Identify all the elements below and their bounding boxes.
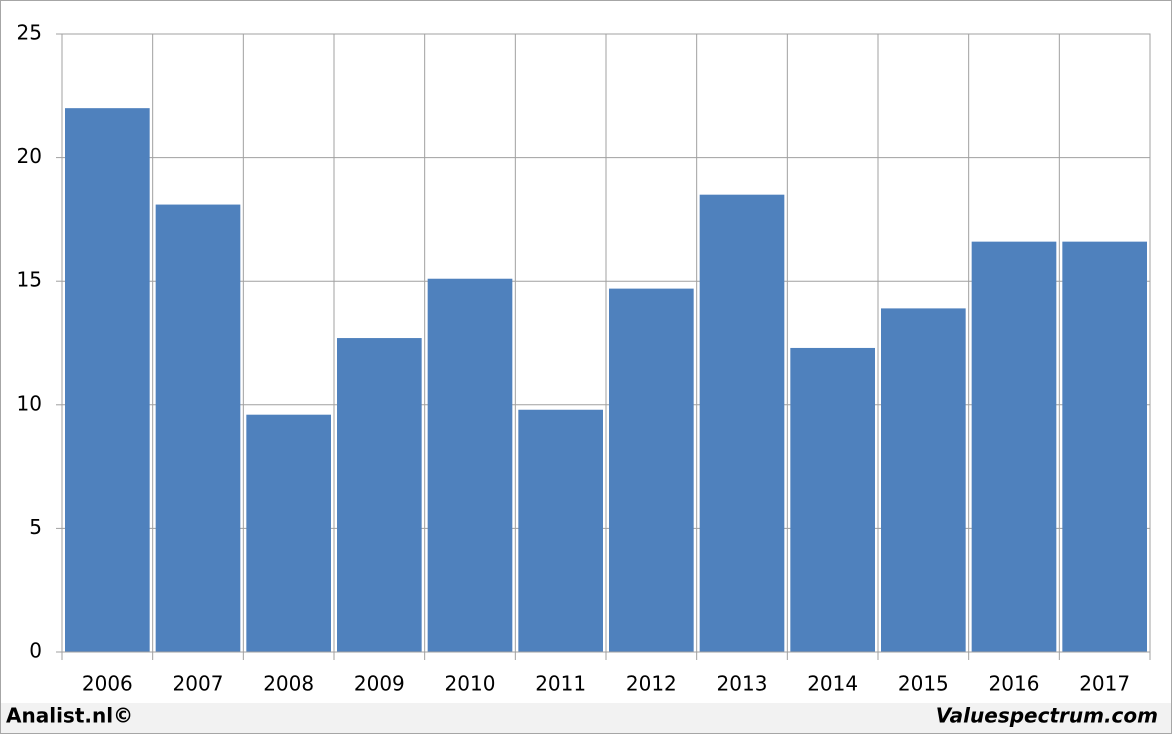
bar	[790, 347, 875, 652]
x-tick-label: 2007	[173, 672, 224, 696]
footer-right: Valuespectrum.com	[936, 704, 1158, 728]
bar	[337, 338, 422, 652]
footer-band	[1, 703, 1171, 733]
x-tick-label: 2017	[1079, 672, 1130, 696]
x-tick-label: 2008	[263, 672, 314, 696]
bar	[1062, 241, 1147, 652]
bar	[246, 414, 331, 652]
x-tick-label: 2016	[989, 672, 1040, 696]
y-tick-label: 0	[29, 639, 42, 663]
bar	[427, 278, 513, 652]
footer-left: Analist.nl©	[6, 704, 133, 728]
bar	[65, 108, 150, 652]
x-tick-label: 2009	[354, 672, 405, 696]
y-tick-label: 20	[17, 144, 42, 168]
bar	[881, 308, 966, 652]
bar	[699, 194, 785, 652]
x-tick-label: 2012	[626, 672, 677, 696]
bar	[971, 241, 1057, 652]
x-tick-label: 2015	[898, 672, 949, 696]
x-tick-label: 2006	[82, 672, 133, 696]
x-tick-label: 2010	[445, 672, 496, 696]
x-tick-label: 2013	[717, 672, 768, 696]
y-tick-label: 15	[17, 268, 42, 292]
x-tick-label: 2011	[535, 672, 586, 696]
y-tick-label: 10	[17, 391, 42, 415]
bar	[609, 288, 694, 652]
y-tick-label: 25	[17, 21, 42, 45]
y-tick-label: 5	[29, 515, 42, 539]
bar	[518, 409, 603, 652]
bar	[155, 204, 241, 652]
x-tick-label: 2014	[807, 672, 858, 696]
